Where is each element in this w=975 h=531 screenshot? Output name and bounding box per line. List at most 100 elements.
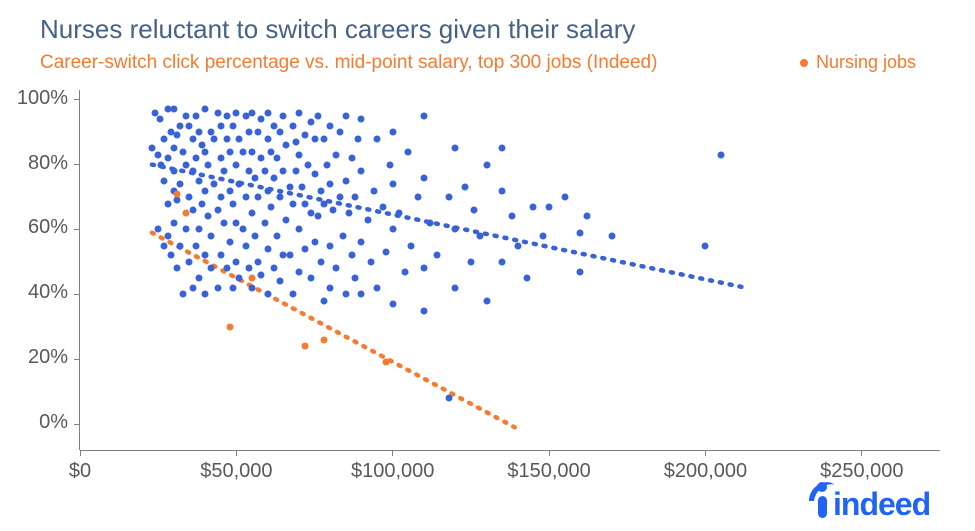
data-point (155, 151, 162, 158)
data-point (333, 265, 340, 272)
data-point (289, 122, 296, 129)
data-point (327, 181, 334, 188)
data-point (264, 187, 271, 194)
data-point (421, 265, 428, 272)
data-point (352, 275, 359, 282)
data-point (195, 275, 202, 282)
data-point (283, 142, 290, 149)
data-point (164, 155, 171, 162)
data-point (186, 258, 193, 265)
data-point (355, 135, 362, 142)
data-point (227, 239, 234, 246)
data-point (202, 106, 209, 113)
data-point (374, 135, 381, 142)
data-point (164, 200, 171, 207)
data-point (164, 232, 171, 239)
data-point (170, 145, 177, 152)
data-point (524, 275, 531, 282)
data-point (202, 291, 209, 298)
data-point (261, 168, 268, 175)
y-tick (74, 424, 80, 425)
data-point (317, 258, 324, 265)
data-point (330, 207, 337, 214)
data-point (421, 307, 428, 314)
data-point (320, 336, 327, 343)
data-point (220, 219, 227, 226)
data-point (508, 213, 515, 220)
data-point (389, 226, 396, 233)
data-point (205, 161, 212, 168)
indeed-logo: indeed (805, 479, 945, 521)
data-point (380, 203, 387, 210)
data-point (292, 168, 299, 175)
y-axis-line (79, 90, 80, 450)
data-point (227, 148, 234, 155)
legend-label: Nursing jobs (816, 52, 916, 73)
data-point (227, 187, 234, 194)
data-point (236, 275, 243, 282)
data-point (320, 297, 327, 304)
data-point (156, 116, 163, 123)
data-point (173, 190, 180, 197)
data-point (342, 291, 349, 298)
data-point (249, 210, 256, 217)
data-point (577, 268, 584, 275)
x-tick (392, 450, 393, 456)
data-point (233, 109, 240, 116)
data-point (280, 168, 287, 175)
plot-area: 0%20%40%60%80%100%$0$50,000$100,000$150,… (80, 90, 940, 450)
data-point (561, 194, 568, 201)
data-point (336, 129, 343, 136)
y-tick (74, 229, 80, 230)
chart-subtitle: Career-switch click percentage vs. mid-p… (40, 52, 657, 74)
y-tick (74, 294, 80, 295)
data-point (402, 268, 409, 275)
data-point (177, 181, 184, 188)
data-point (358, 291, 365, 298)
data-point (230, 122, 237, 129)
data-point (217, 122, 224, 129)
data-point (161, 135, 168, 142)
data-point (208, 232, 215, 239)
data-point (352, 194, 359, 201)
data-point (302, 132, 309, 139)
chart-title: Nurses reluctant to switch careers given… (40, 14, 635, 45)
data-point (249, 275, 256, 282)
data-point (342, 112, 349, 119)
data-point (264, 291, 271, 298)
data-point (270, 174, 277, 181)
x-tick-label: $50,000 (200, 460, 272, 483)
data-point (239, 148, 246, 155)
data-point (217, 194, 224, 201)
data-point (311, 171, 318, 178)
data-point (364, 216, 371, 223)
data-point (311, 135, 318, 142)
data-point (217, 155, 224, 162)
data-point (461, 184, 468, 191)
data-point (252, 232, 259, 239)
legend-dot-icon (800, 59, 808, 67)
data-point (295, 151, 302, 158)
data-point (208, 265, 215, 272)
data-point (195, 177, 202, 184)
y-tick-label: 100% (17, 87, 68, 110)
data-point (349, 252, 356, 259)
data-point (227, 323, 234, 330)
data-point (546, 203, 553, 210)
data-point (349, 155, 356, 162)
data-point (452, 284, 459, 291)
y-tick (74, 359, 80, 360)
data-point (302, 245, 309, 252)
data-point (148, 145, 155, 152)
data-point (214, 109, 221, 116)
data-point (173, 197, 180, 204)
data-point (242, 194, 249, 201)
data-point (242, 242, 249, 249)
data-point (471, 207, 478, 214)
data-point (405, 148, 412, 155)
data-point (324, 161, 331, 168)
data-point (180, 148, 187, 155)
data-point (386, 161, 393, 168)
data-point (452, 145, 459, 152)
data-point (389, 301, 396, 308)
